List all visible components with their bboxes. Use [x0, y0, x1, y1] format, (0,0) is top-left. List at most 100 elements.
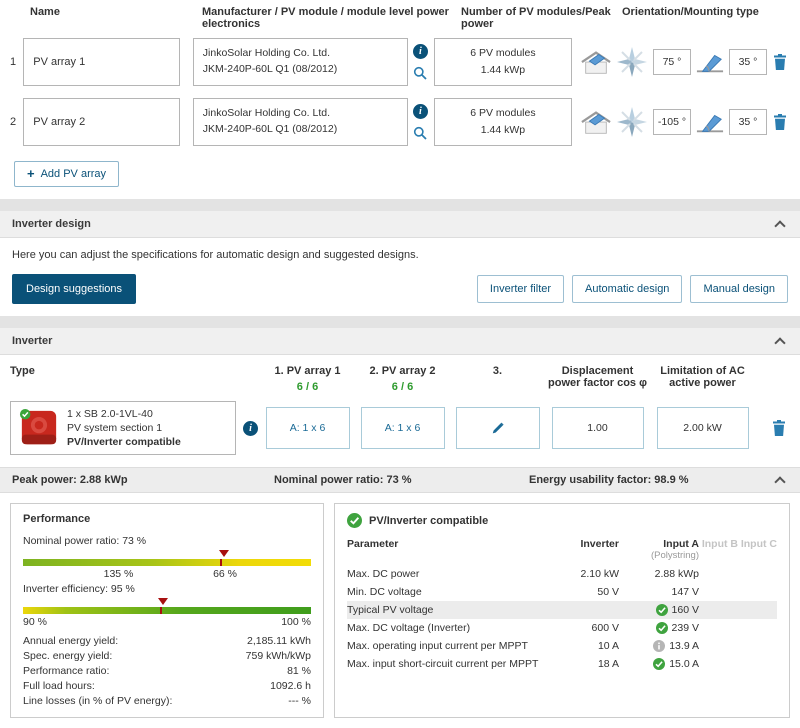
design-actions-group: Inverter filter Automatic design Manual … [477, 275, 788, 303]
tilt-input[interactable]: 35 ° [729, 109, 767, 135]
cos-phi-input[interactable]: 1.00 [552, 407, 644, 449]
inverter-header: Inverter [0, 328, 800, 355]
tilt-input[interactable]: 35 ° [729, 49, 767, 75]
array2-count: 6 / 6 [355, 381, 450, 393]
info-icon[interactable]: i [243, 421, 258, 436]
cos-phi-cell: 1.00 [545, 407, 650, 449]
input-a-subtitle: (Polystring) [619, 550, 699, 561]
search-icon[interactable] [413, 126, 427, 140]
input-a-value: 15.0 A [669, 658, 699, 670]
col-input-c: Input C [738, 538, 777, 550]
col-parameter: Parameter [347, 538, 559, 550]
inverter-section: Inverter Type 1. PV array 1 6 / 6 2. PV … [0, 328, 800, 728]
array1-count: 6 / 6 [260, 381, 355, 393]
stat-row: Annual energy yield: 2,185.11 kWh [23, 633, 311, 648]
add-pv-array-button[interactable]: + Add PV array [14, 161, 119, 187]
collapse-chevron-icon[interactable] [774, 476, 785, 487]
info-icon[interactable]: i [413, 104, 428, 119]
automatic-design-button[interactable]: Automatic design [572, 275, 682, 303]
compatibility-title: PV/Inverter compatible [369, 515, 488, 527]
pv-table-header-row: Name Manufacturer / PV module / module l… [10, 6, 790, 30]
performance-panel: Performance Nominal power ratio: 73 % 13… [10, 503, 324, 718]
module-actions: i [411, 44, 430, 80]
performance-stats: Annual energy yield: 2,185.11 kWh Spec. … [23, 633, 311, 708]
pv-array-row-2: 2 PV array 2 JinkoSolar Holding Co. Ltd.… [10, 96, 790, 148]
array2-config-box[interactable]: A: 1 x 6 [361, 407, 445, 449]
inverter-device-icon [18, 408, 60, 448]
pv-array-name-input[interactable]: PV array 1 [23, 38, 180, 86]
eff-scale: 90 % 100 % [23, 614, 311, 628]
pv-array-name-input[interactable]: PV array 2 [23, 98, 180, 146]
stat-value: 2,185.11 kWh [193, 635, 311, 647]
eff-marker-icon [158, 598, 168, 605]
manufacturer-name: JinkoSolar Holding Co. Ltd. [203, 46, 407, 62]
column-header-cos-phi: Displacement power factor cos φ [545, 365, 650, 393]
pv-system-section: PV system section 1 [67, 421, 181, 435]
module-count-box[interactable]: 6 PV modules 1.44 kWp [434, 38, 572, 86]
info-circle-icon [653, 640, 665, 652]
compat-row: Min. DC voltage 50 V 147 V [347, 583, 777, 601]
column-header-array2: 2. PV array 2 6 / 6 [355, 365, 450, 393]
orientation-cluster: 75 ° 35 ° [581, 46, 767, 78]
inverter-columns-header: Type 1. PV array 1 6 / 6 2. PV array 2 6… [0, 355, 800, 397]
energy-usability-summary: Energy usability factor: 98.9 % [529, 474, 776, 486]
peak-power: 1.44 kWp [481, 62, 525, 79]
array2-label: 2. PV array 2 [355, 365, 450, 377]
inverter-type-cell: 1 x SB 2.0-1VL-40 PV system section 1 PV… [10, 401, 260, 455]
roof-mounting-icon [581, 109, 611, 136]
info-icon[interactable]: i [413, 44, 428, 59]
column-header-orientation: Orientation/Mounting type [611, 6, 790, 30]
compat-row: Max. input short-circuit current per MPP… [347, 655, 777, 673]
manufacturer-name: JinkoSolar Holding Co. Ltd. [203, 106, 407, 122]
nominal-power-ratio-summary: Nominal power ratio: 73 % [274, 474, 529, 486]
design-suggestions-button[interactable]: Design suggestions [12, 274, 136, 304]
delete-inverter-icon[interactable] [772, 420, 790, 436]
inverter-detail-area: Performance Nominal power ratio: 73 % 13… [0, 493, 800, 728]
edit-config-box[interactable] [456, 407, 540, 449]
delete-row-icon[interactable] [773, 54, 790, 70]
inverter-filter-button[interactable]: Inverter filter [477, 275, 564, 303]
pv-module-selector[interactable]: JinkoSolar Holding Co. Ltd. JKM-240P-60L… [193, 98, 408, 146]
module-count: 6 PV modules [470, 105, 535, 122]
check-circle-icon [656, 622, 668, 634]
collapse-chevron-icon[interactable] [774, 337, 785, 348]
pv-module-selector[interactable]: JinkoSolar Holding Co. Ltd. JKM-240P-60L… [193, 38, 408, 86]
compatibility-header: PV/Inverter compatible [347, 513, 777, 528]
section-gap [0, 316, 800, 328]
npr-scale-right: 66 % [213, 568, 237, 580]
inverter-value: 600 V [559, 622, 619, 634]
inverter-design-body: Here you can adjust the specifications f… [0, 238, 800, 316]
npr-bar-label: Nominal power ratio: 73 % [23, 535, 311, 547]
npr-notch [220, 559, 222, 566]
stat-value: --- % [193, 695, 311, 707]
ac-limit-input[interactable]: 2.00 kW [657, 407, 749, 449]
inverter-type-box[interactable]: 1 x SB 2.0-1VL-40 PV system section 1 PV… [10, 401, 236, 455]
column-header-ac-limit: Limitation of AC active power [650, 365, 755, 393]
collapse-chevron-icon[interactable] [774, 220, 785, 231]
stat-label: Performance ratio: [23, 665, 193, 677]
array1-config-box[interactable]: A: 1 x 6 [266, 407, 350, 449]
delete-row-icon[interactable] [773, 114, 790, 130]
col-input-b: Input B [699, 538, 738, 550]
module-model: JKM-240P-60L Q1 (08/2012) [203, 62, 407, 78]
azimuth-input[interactable]: -105 ° [653, 109, 691, 135]
col-input-a: Input A (Polystring) [619, 538, 699, 561]
check-circle-icon [653, 658, 665, 670]
module-count-box[interactable]: 6 PV modules 1.44 kWp [434, 98, 572, 146]
azimuth-input[interactable]: 75 ° [653, 49, 691, 75]
section-gap [0, 199, 800, 211]
compat-header-row: Parameter Inverter Input A (Polystring) … [347, 537, 777, 562]
search-icon[interactable] [413, 66, 427, 80]
pv-array-table-section: Name Manufacturer / PV module / module l… [0, 0, 800, 199]
manual-design-button[interactable]: Manual design [690, 275, 788, 303]
parameter-label: Max. input short-circuit current per MPP… [347, 658, 559, 670]
stat-value: 759 kWh/kWp [193, 650, 311, 662]
plus-icon: + [27, 169, 35, 179]
compat-row: Max. DC power 2.10 kW 2.88 kWp [347, 565, 777, 583]
input-a-value: 160 V [672, 604, 699, 616]
column-header-array3: 3. [450, 365, 545, 393]
column-header-array1: 1. PV array 1 6 / 6 [260, 365, 355, 393]
compatibility-table: Parameter Inverter Input A (Polystring) … [347, 537, 777, 673]
compat-row: Max. operating input current per MPPT 10… [347, 637, 777, 655]
npr-scale: 135 % 66 % [23, 566, 311, 580]
